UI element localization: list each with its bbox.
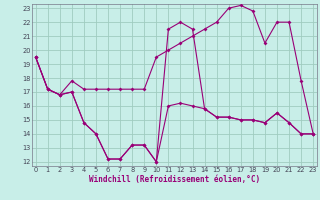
X-axis label: Windchill (Refroidissement éolien,°C): Windchill (Refroidissement éolien,°C) (89, 175, 260, 184)
